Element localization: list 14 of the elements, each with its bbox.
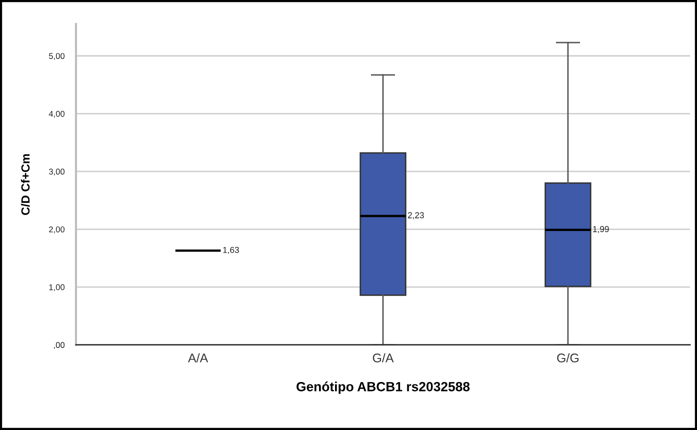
y-tick-label: 2,00	[49, 226, 65, 234]
y-tick-label: 1,00	[49, 284, 65, 292]
y-tick-label: 5,00	[48, 53, 65, 60]
annotation: 1,63	[223, 246, 239, 254]
x-tick-label: G/A	[372, 353, 394, 362]
y-tick-label: 4,00	[48, 110, 65, 118]
x-tick-label: A/A	[188, 353, 208, 362]
annotation: 2,23	[408, 212, 424, 220]
x-axis-title: Genótipo ABCB1 rs2032588	[296, 382, 470, 394]
y-tick-label: 3,00	[48, 168, 65, 176]
annotation: 1,99	[593, 226, 609, 234]
y-tick-label: ,00	[54, 342, 65, 349]
x-tick-label: G/G	[557, 353, 578, 362]
y-axis-title: C/D Cf+Cm	[20, 154, 30, 215]
